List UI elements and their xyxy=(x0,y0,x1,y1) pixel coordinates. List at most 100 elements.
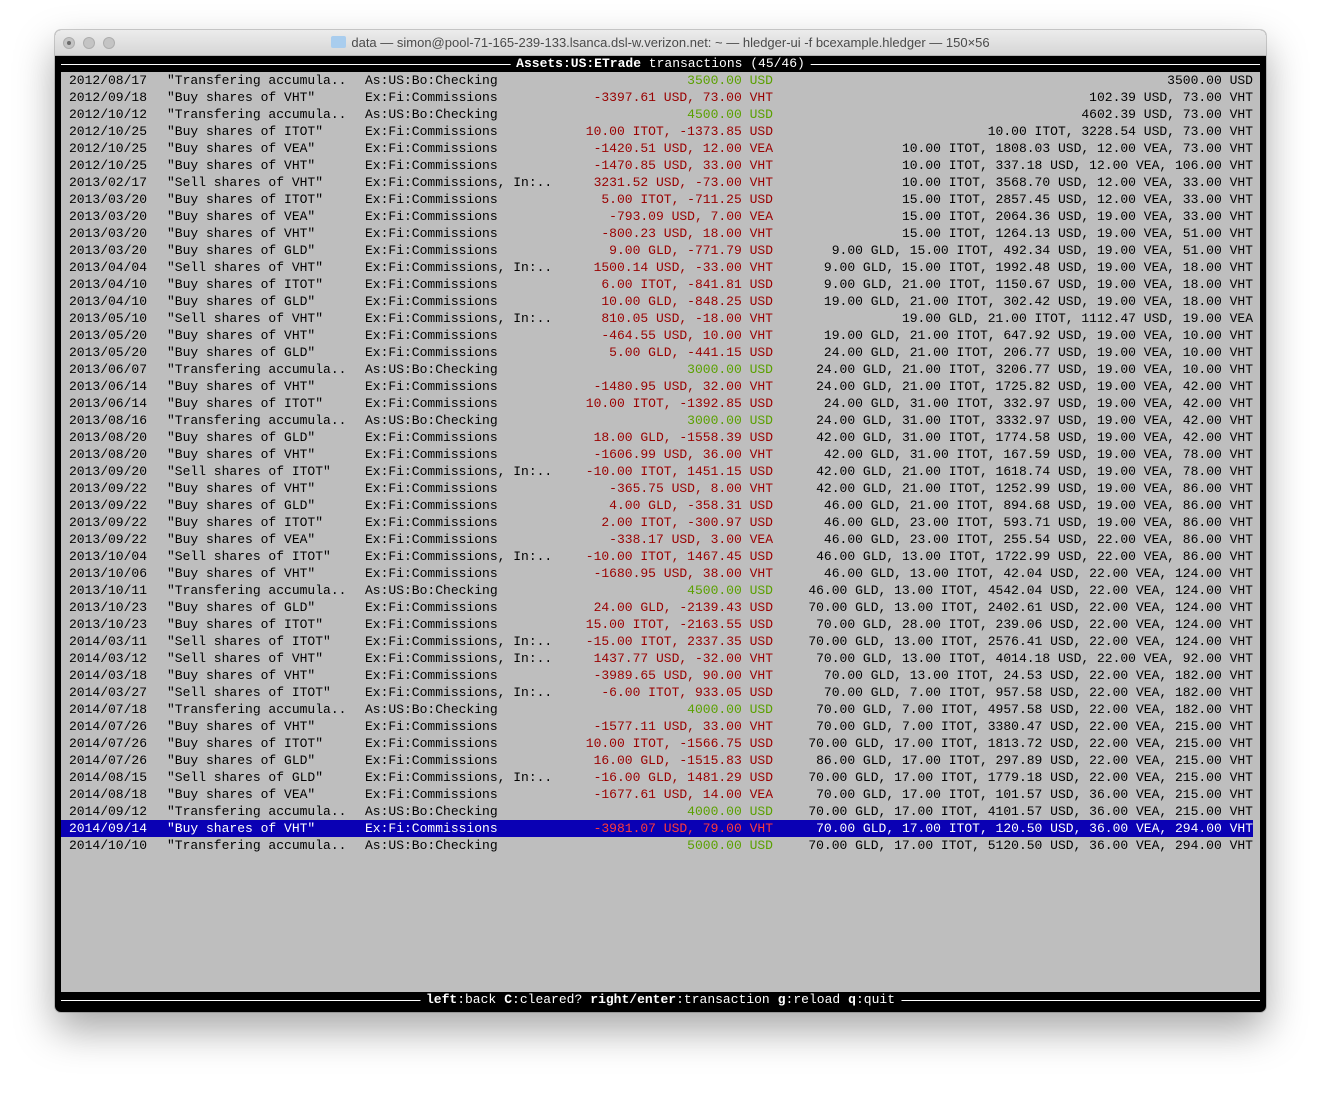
table-row[interactable]: 2013/04/10 "Buy shares of ITOT" Ex:Fi:Comm… xyxy=(61,276,1253,293)
description-cell: "Sell shares of GLD" xyxy=(167,770,324,785)
table-row[interactable]: 2013/10/06 "Buy shares of VHT" Ex:Fi:Commi… xyxy=(61,565,1253,582)
balance-cell: 10.00 ITOT, 1808.03 USD, 12.00 VEA, 73.0… xyxy=(901,141,1253,156)
minimize-button[interactable] xyxy=(83,37,95,49)
table-row[interactable]: 2012/08/17 "Transfering accumula.. As:US:B… xyxy=(61,72,1253,89)
description-cell: "Buy shares of GLD" xyxy=(167,498,316,513)
account-cell: As:US:Bo:Checking xyxy=(365,838,498,853)
table-row[interactable]: 2013/06/14 "Buy shares of ITOT" Ex:Fi:Comm… xyxy=(61,395,1253,412)
amount-cell: 6.00 ITOT, -841.81 USD xyxy=(601,277,773,292)
description-cell: "Transfering accumula.. xyxy=(167,73,347,88)
balance-cell: 70.00 GLD, 17.00 ITOT, 1813.72 USD, 22.0… xyxy=(808,736,1253,751)
account-cell: Ex:Fi:Commissions xyxy=(365,719,498,734)
amount-cell: -3989.65 USD, 90.00 VHT xyxy=(593,668,773,683)
table-row[interactable]: 2013/02/17 "Sell shares of VHT" Ex:Fi:Comm… xyxy=(61,174,1253,191)
hledger-ui-screen: Assets:US:ETrade transactions (45/46) 20… xyxy=(61,56,1260,1008)
table-row[interactable]: 2013/08/16 "Transfering accumula.. As:US:B… xyxy=(61,412,1253,429)
table-row[interactable]: 2013/03/20 "Buy shares of VHT" Ex:Fi:Commi… xyxy=(61,225,1253,242)
date-cell: 2014/09/12 xyxy=(69,804,148,819)
shortcut-description: cleared? xyxy=(519,992,583,1007)
account-cell: Ex:Fi:Commissions, In:.. xyxy=(365,651,553,666)
shortcut-key: q xyxy=(848,992,856,1007)
table-row[interactable]: 2014/07/18 "Transfering accumula.. As:US:B… xyxy=(61,701,1253,718)
table-row[interactable]: 2013/03/20 "Buy shares of VEA" Ex:Fi:Commi… xyxy=(61,208,1253,225)
description-cell: "Sell shares of VHT" xyxy=(167,175,324,190)
date-cell: 2013/02/17 xyxy=(69,175,148,190)
amount-cell: 24.00 GLD, -2139.43 USD xyxy=(593,600,773,615)
table-row[interactable]: 2012/10/25 "Buy shares of VHT" Ex:Fi:Commi… xyxy=(61,157,1253,174)
zoom-button[interactable] xyxy=(103,37,115,49)
description-cell: "Buy shares of VHT" xyxy=(167,379,316,394)
table-row[interactable]: 2012/10/25 "Buy shares of VEA" Ex:Fi:Commi… xyxy=(61,140,1253,157)
table-row[interactable]: 2012/10/25 "Buy shares of ITOT" Ex:Fi:Comm… xyxy=(61,123,1253,140)
account-cell: Ex:Fi:Commissions xyxy=(365,532,498,547)
description-cell: "Sell shares of ITOT" xyxy=(167,634,331,649)
table-row[interactable]: 2013/09/20 "Sell shares of ITOT" Ex:Fi:Com… xyxy=(61,463,1253,480)
table-row[interactable]: 2013/04/10 "Buy shares of GLD" Ex:Fi:Commi… xyxy=(61,293,1253,310)
description-cell: "Transfering accumula.. xyxy=(167,413,347,428)
table-row-selected[interactable]: 2014/09/14 "Buy shares of VHT" Ex:Fi:Commi… xyxy=(61,820,1253,837)
table-row[interactable]: 2013/08/20 "Buy shares of VHT" Ex:Fi:Commi… xyxy=(61,446,1253,463)
description-cell: "Buy shares of VEA" xyxy=(167,141,316,156)
account-cell: Ex:Fi:Commissions xyxy=(365,787,498,802)
description-cell: "Buy shares of VHT" xyxy=(167,328,316,343)
table-row[interactable]: 2013/09/22 "Buy shares of GLD" Ex:Fi:Commi… xyxy=(61,497,1253,514)
table-row[interactable]: 2013/03/20 "Buy shares of ITOT" Ex:Fi:Comm… xyxy=(61,191,1253,208)
balance-cell: 24.00 GLD, 21.00 ITOT, 206.77 USD, 19.00… xyxy=(823,345,1253,360)
date-cell: 2013/06/14 xyxy=(69,379,148,394)
table-row[interactable]: 2013/10/11 "Transfering accumula.. As:US:B… xyxy=(61,582,1253,599)
table-row[interactable]: 2014/08/15 "Sell shares of GLD" Ex:Fi:Comm… xyxy=(61,769,1253,786)
table-row[interactable]: 2013/09/22 "Buy shares of VEA" Ex:Fi:Commi… xyxy=(61,531,1253,548)
table-row[interactable]: 2014/07/26 "Buy shares of GLD" Ex:Fi:Commi… xyxy=(61,752,1253,769)
table-row[interactable]: 2013/09/22 "Buy shares of VHT" Ex:Fi:Commi… xyxy=(61,480,1253,497)
close-button[interactable] xyxy=(63,37,75,49)
table-row[interactable]: 2013/03/20 "Buy shares of GLD" Ex:Fi:Commi… xyxy=(61,242,1253,259)
account-cell: Ex:Fi:Commissions xyxy=(365,209,498,224)
table-row[interactable]: 2014/07/26 "Buy shares of VHT" Ex:Fi:Commi… xyxy=(61,718,1253,735)
description-cell: "Buy shares of ITOT" xyxy=(167,617,324,632)
amount-cell: -1677.61 USD, 14.00 VEA xyxy=(593,787,773,802)
key-help: left:back C:cleared? right/enter:transacti… xyxy=(419,992,902,1008)
table-row[interactable]: 2013/10/23 "Buy shares of GLD" Ex:Fi:Commi… xyxy=(61,599,1253,616)
shortcut-key: right/enter xyxy=(590,992,677,1007)
shortcut-description: reload xyxy=(793,992,841,1007)
table-row[interactable]: 2013/10/23 "Buy shares of ITOT" Ex:Fi:Comm… xyxy=(61,616,1253,633)
balance-cell: 46.00 GLD, 13.00 ITOT, 1722.99 USD, 22.0… xyxy=(816,549,1253,564)
table-row[interactable]: 2013/10/04 "Sell shares of ITOT" Ex:Fi:Com… xyxy=(61,548,1253,565)
table-row[interactable]: 2014/03/27 "Sell shares of ITOT" Ex:Fi:Com… xyxy=(61,684,1253,701)
date-cell: 2014/10/10 xyxy=(69,838,148,853)
table-row[interactable]: 2013/09/22 "Buy shares of ITOT" Ex:Fi:Comm… xyxy=(61,514,1253,531)
table-row[interactable]: 2013/05/20 "Buy shares of GLD" Ex:Fi:Commi… xyxy=(61,344,1253,361)
balance-cell: 46.00 GLD, 13.00 ITOT, 4542.04 USD, 22.0… xyxy=(808,583,1253,598)
amount-cell: -6.00 ITOT, 933.05 USD xyxy=(601,685,773,700)
table-row[interactable]: 2013/05/10 "Sell shares of VHT" Ex:Fi:Comm… xyxy=(61,310,1253,327)
table-row[interactable]: 2014/10/10 "Transfering accumula.. As:US:B… xyxy=(61,837,1253,854)
date-cell: 2014/07/26 xyxy=(69,736,148,751)
table-row[interactable]: 2013/05/20 "Buy shares of VHT" Ex:Fi:Commi… xyxy=(61,327,1253,344)
table-row[interactable]: 2014/03/11 "Sell shares of ITOT" Ex:Fi:Com… xyxy=(61,633,1253,650)
table-row[interactable]: 2012/10/12 "Transfering accumula.. As:US:B… xyxy=(61,106,1253,123)
table-row[interactable]: 2013/06/07 "Transfering accumula.. As:US:B… xyxy=(61,361,1253,378)
table-row[interactable]: 2012/09/18 "Buy shares of VHT" Ex:Fi:Commi… xyxy=(61,89,1253,106)
table-row[interactable]: 2014/08/18 "Buy shares of VEA" Ex:Fi:Commi… xyxy=(61,786,1253,803)
date-cell: 2012/10/25 xyxy=(69,124,148,139)
account-cell: As:US:Bo:Checking xyxy=(365,362,498,377)
account-cell: Ex:Fi:Commissions xyxy=(365,515,498,530)
account-cell: Ex:Fi:Commissions xyxy=(365,753,498,768)
amount-cell: 5.00 GLD, -441.15 USD xyxy=(609,345,773,360)
separator: : xyxy=(457,992,466,1007)
table-row[interactable]: 2014/03/12 "Sell shares of VHT" Ex:Fi:Comm… xyxy=(61,650,1253,667)
table-row[interactable]: 2013/06/14 "Buy shares of VHT" Ex:Fi:Commi… xyxy=(61,378,1253,395)
description-cell: "Transfering accumula.. xyxy=(167,838,347,853)
table-row[interactable]: 2014/07/26 "Buy shares of ITOT" Ex:Fi:Comm… xyxy=(61,735,1253,752)
description-cell: "Buy shares of VEA" xyxy=(167,787,316,802)
table-row[interactable]: 2014/09/12 "Transfering accumula.. As:US:B… xyxy=(61,803,1253,820)
account-cell: Ex:Fi:Commissions xyxy=(365,447,498,462)
balance-cell: 15.00 ITOT, 2064.36 USD, 19.00 VEA, 33.0… xyxy=(901,209,1253,224)
table-row[interactable]: 2013/04/04 "Sell shares of VHT" Ex:Fi:Comm… xyxy=(61,259,1253,276)
table-row[interactable]: 2013/08/20 "Buy shares of GLD" Ex:Fi:Commi… xyxy=(61,429,1253,446)
shortcut-key: g xyxy=(777,992,786,1007)
transaction-list[interactable]: 2012/08/17 "Transfering accumula.. As:US:B… xyxy=(61,72,1260,992)
description-cell: "Buy shares of VHT" xyxy=(167,821,316,836)
table-row[interactable]: 2014/03/18 "Buy shares of VHT" Ex:Fi:Commi… xyxy=(61,667,1253,684)
amount-cell: -3981.07 USD, 79.00 VHT xyxy=(593,821,773,836)
